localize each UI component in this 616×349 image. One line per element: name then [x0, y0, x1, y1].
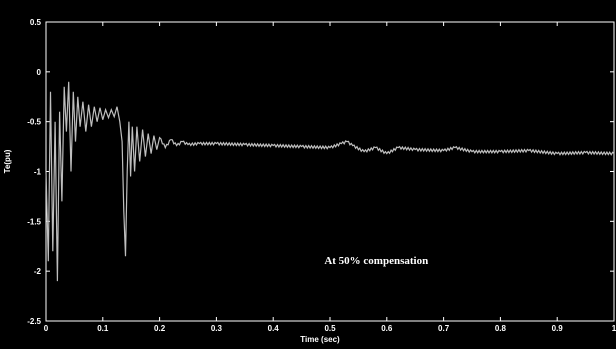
- y-tick-label-3: -1: [34, 168, 42, 177]
- x-tick-label-1: 0.1: [97, 324, 109, 333]
- annotation-label: At 50% compensation: [324, 255, 428, 267]
- x-tick-label-4: 0.4: [268, 324, 280, 333]
- series-line-0: [45, 81, 615, 282]
- y-tick-label-4: -1.5: [27, 217, 41, 226]
- x-tick-label-5: 0.5: [324, 324, 336, 333]
- y-tick-label-2: -0.5: [27, 118, 41, 127]
- x-tick-label-2: 0.2: [154, 324, 166, 333]
- y-tick-label-5: -2: [34, 267, 42, 276]
- plot-area: 0 0.1 0.2 0.3 0.4 0.5 0.6 0.7 0.8 0.9 1 0.5 0 -0.5 -1…: [27, 18, 616, 333]
- y-ticks: 0.5 0 -0.5 -1 -1.5 -2 -2.5: [27, 18, 614, 326]
- x-axis-label: Time (sec): [300, 335, 340, 344]
- y-tick-label-6: -2.5: [27, 317, 41, 326]
- y-tick-label-0: 0.5: [30, 18, 42, 27]
- x-tick-label-10: 1: [612, 324, 616, 333]
- x-tick-label-0: 0: [44, 324, 49, 333]
- x-ticks: 0 0.1 0.2 0.3 0.4 0.5 0.6 0.7 0.8 0.9 1: [44, 22, 616, 333]
- x-tick-label-8: 0.8: [495, 324, 507, 333]
- x-tick-label-9: 0.9: [552, 324, 564, 333]
- x-tick-label-3: 0.3: [211, 324, 223, 333]
- x-tick-label-7: 0.7: [438, 324, 450, 333]
- x-tick-label-6: 0.6: [381, 324, 393, 333]
- y-axis-label: Te(pu): [3, 149, 12, 173]
- y-tick-label-1: 0: [37, 68, 42, 77]
